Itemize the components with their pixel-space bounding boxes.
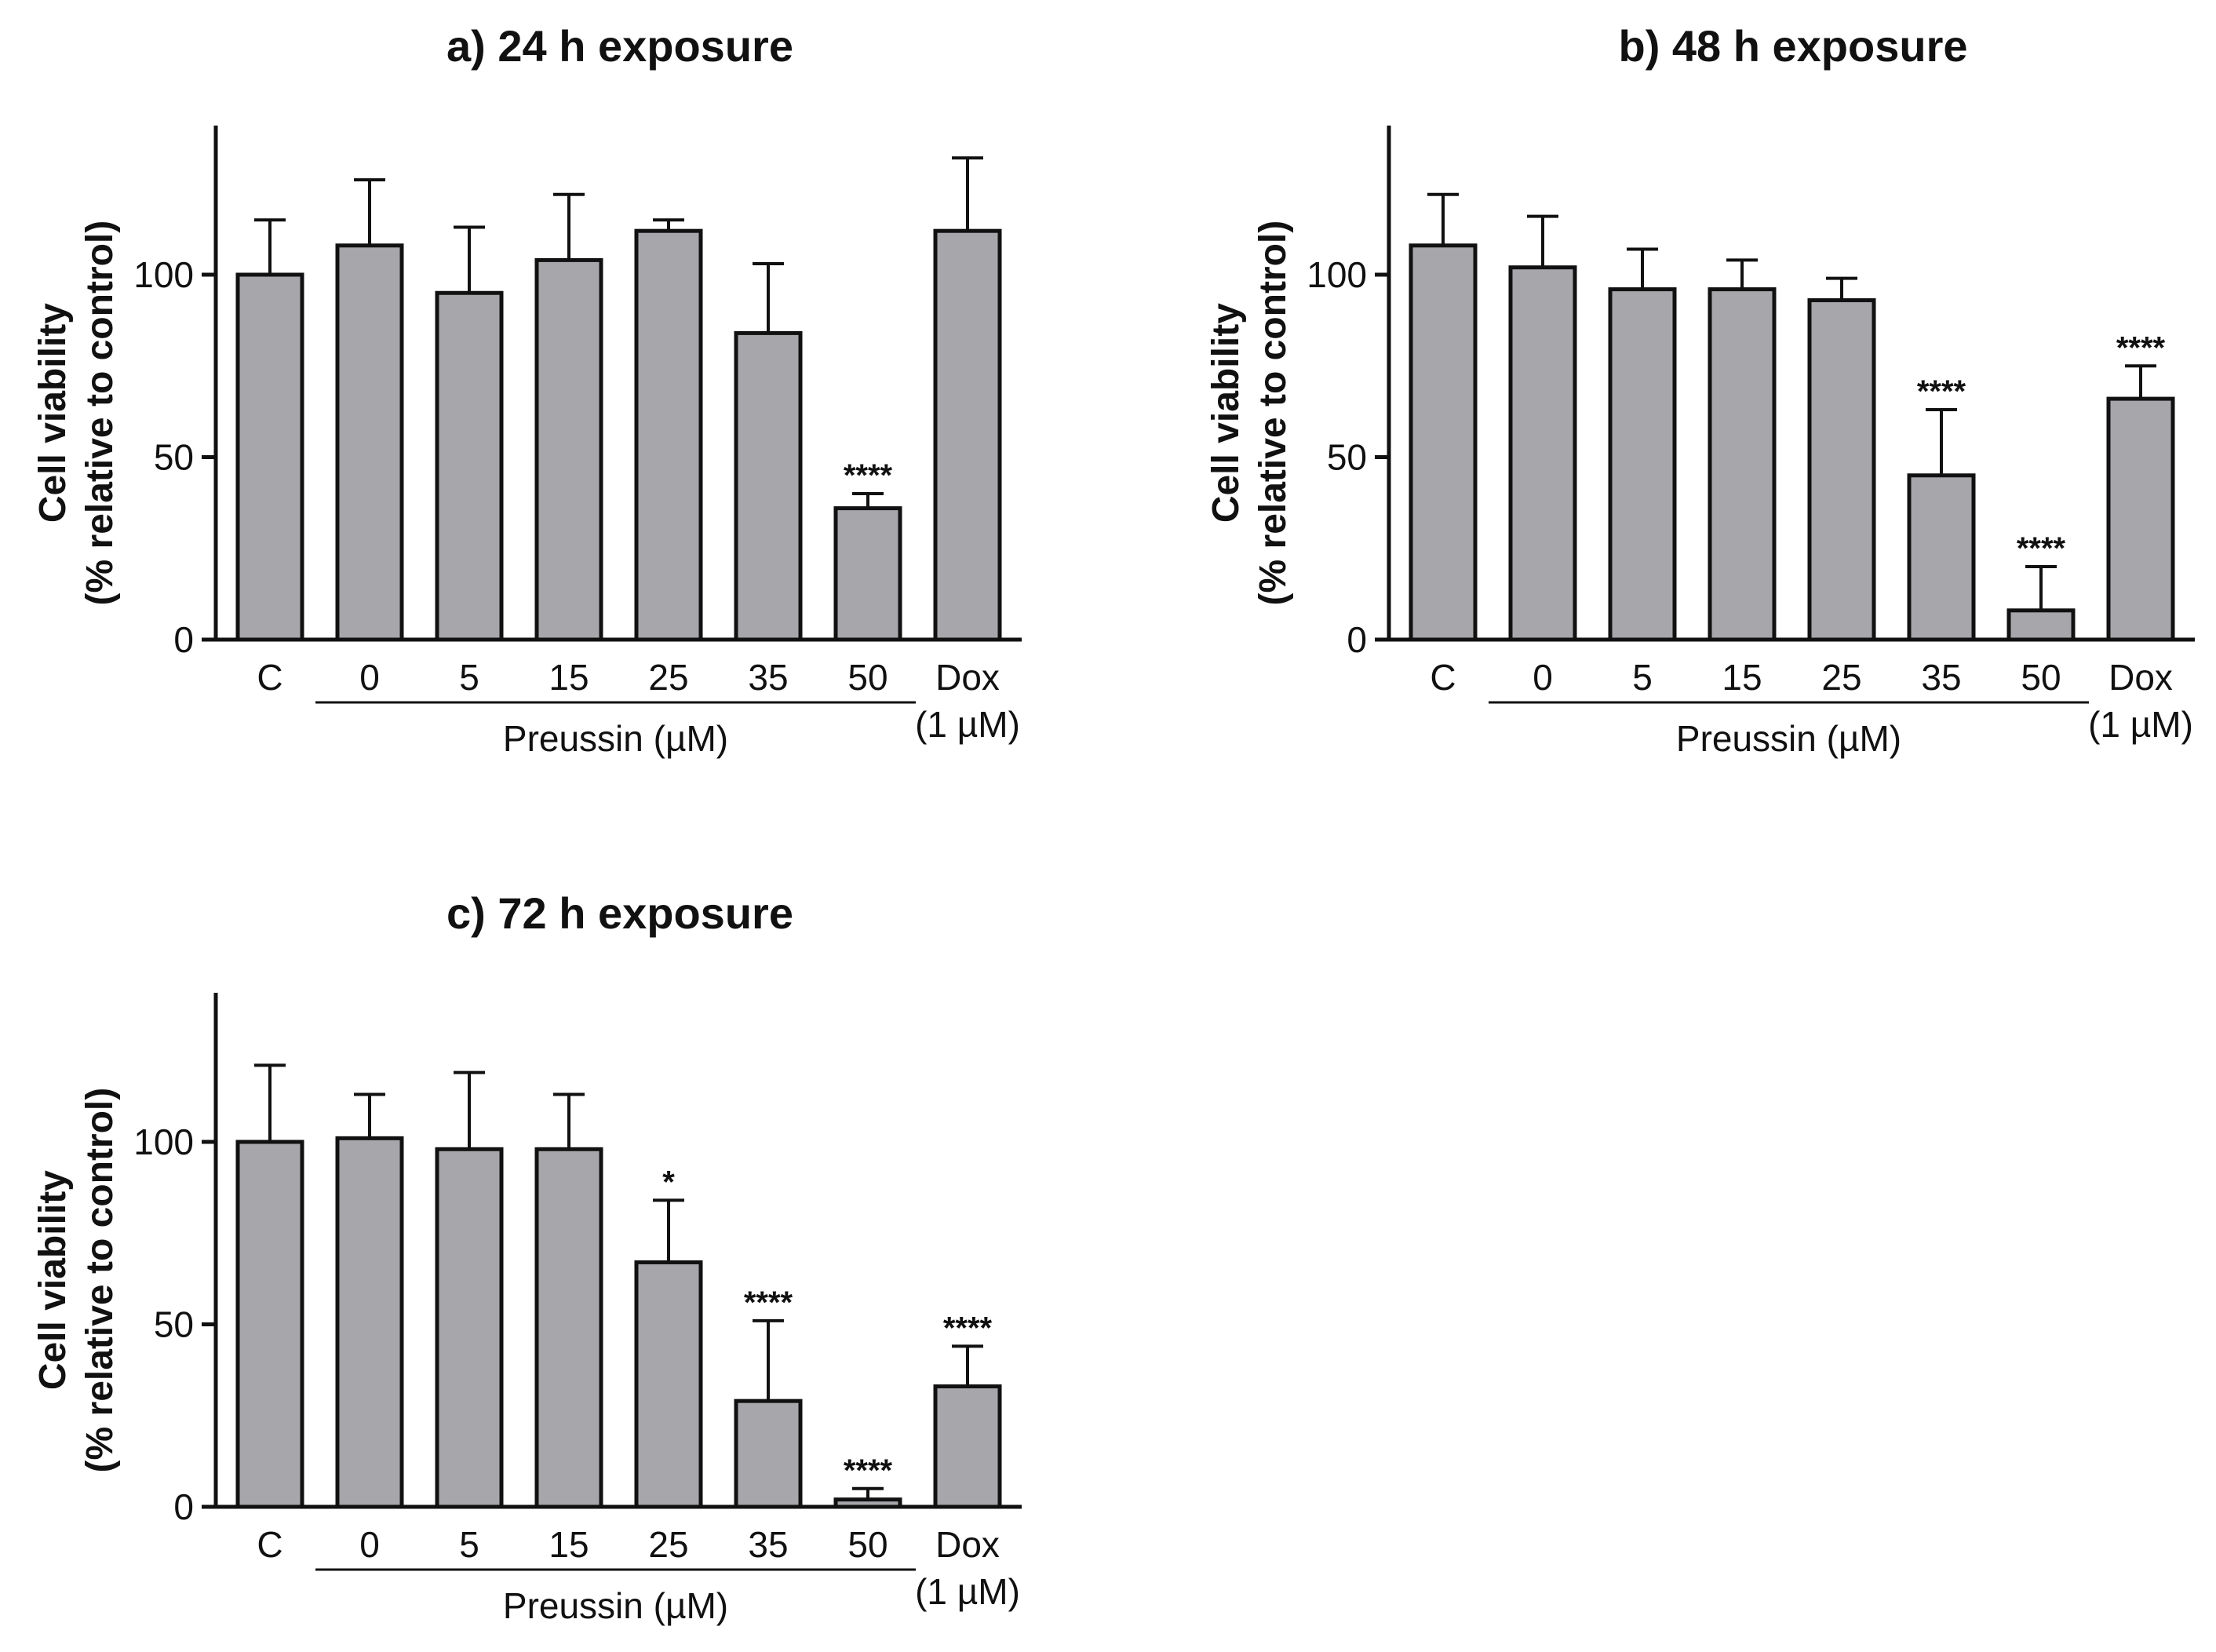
y-axis-label-line1: Cell viability <box>1205 303 1247 523</box>
bar <box>534 1147 603 1509</box>
bar <box>1807 298 1876 642</box>
x-tick-label: 5 <box>459 657 479 698</box>
bar <box>2006 608 2076 642</box>
bar <box>435 290 504 642</box>
x-tick-label: 0 <box>1533 657 1553 698</box>
x-tick-label: 5 <box>459 1524 479 1565</box>
chart-title: c) 72 h exposure <box>446 888 793 938</box>
significance-label: **** <box>2017 531 2066 566</box>
significance-label: **** <box>943 1311 993 1345</box>
bar <box>335 243 404 642</box>
significance-label: **** <box>844 1453 893 1488</box>
y-tick-label: 0 <box>173 619 194 660</box>
bar <box>2106 396 2175 642</box>
x-tick-label: 0 <box>359 1524 380 1565</box>
x-tick-label: 25 <box>648 1524 688 1565</box>
bar <box>634 228 703 642</box>
y-axis-label-line2: (% relative to control) <box>1252 221 1294 606</box>
x-tick-label: Dox <box>935 1524 1000 1565</box>
dox-sublabel: (1 µM) <box>2088 704 2193 745</box>
y-axis-label-line2: (% relative to control) <box>79 221 121 606</box>
y-tick-label: 50 <box>1327 437 1367 478</box>
x-tick-label: Dox <box>2108 657 2173 698</box>
bar <box>1409 243 1478 642</box>
bar <box>235 272 304 642</box>
bar <box>734 1399 803 1509</box>
bar <box>1508 265 1577 642</box>
bar <box>1907 473 1976 642</box>
x-tick-label: 35 <box>748 1524 788 1565</box>
bar <box>235 1140 304 1509</box>
group-label: Preussin (µM) <box>503 1585 728 1626</box>
significance-label: **** <box>1917 374 1966 409</box>
bar <box>1608 287 1677 642</box>
x-tick-label: 15 <box>549 657 589 698</box>
group-label: Preussin (µM) <box>1676 718 1901 759</box>
x-tick-label: 50 <box>847 1524 887 1565</box>
significance-label: **** <box>2116 330 2166 365</box>
bar <box>933 228 1002 642</box>
bar <box>634 1260 703 1509</box>
x-tick-label: 0 <box>359 657 380 698</box>
bar <box>335 1136 404 1509</box>
chart-svg: a) 24 h exposure Cell viability (% relativ… <box>32 21 1022 759</box>
x-tick-label: 25 <box>648 657 688 698</box>
group-label: Preussin (µM) <box>503 718 728 759</box>
bar <box>933 1384 1002 1509</box>
significance-label: **** <box>744 1285 793 1320</box>
y-tick-label: 0 <box>173 1486 194 1527</box>
chart-panel-c: c) 72 h exposure Cell viability (% relativ… <box>0 867 1099 1652</box>
x-tick-label: 35 <box>748 657 788 698</box>
y-axis-label-line2: (% relative to control) <box>79 1088 121 1473</box>
chart-title: a) 24 h exposure <box>446 21 793 71</box>
bar <box>833 506 902 642</box>
x-tick-label: 50 <box>2021 657 2061 698</box>
significance-label: **** <box>844 458 893 493</box>
bar <box>534 257 603 642</box>
dox-sublabel: (1 µM) <box>915 704 1020 745</box>
y-tick-label: 100 <box>133 254 194 295</box>
x-tick-label: C <box>257 1524 282 1565</box>
x-tick-label: 50 <box>847 657 887 698</box>
bar <box>833 1497 902 1509</box>
x-tick-label: 5 <box>1632 657 1653 698</box>
x-tick-label: Dox <box>935 657 1000 698</box>
bar <box>1708 287 1777 642</box>
y-axis-label-line1: Cell viability <box>32 1170 74 1390</box>
y-tick-label: 0 <box>1347 619 1367 660</box>
x-tick-label: 15 <box>1722 657 1762 698</box>
x-tick-label: 15 <box>549 1524 589 1565</box>
bar <box>734 330 803 642</box>
chart-title: b) 48 h exposure <box>1618 21 1967 71</box>
y-tick-label: 100 <box>133 1121 194 1162</box>
chart-svg: b) 48 h exposure Cell viability (% relativ… <box>1205 21 2195 759</box>
chart-panel-b: b) 48 h exposure Cell viability (% relativ… <box>1173 0 2216 785</box>
y-tick-label: 50 <box>154 1304 194 1345</box>
chart-panel-a: a) 24 h exposure Cell viability (% relativ… <box>0 0 1099 785</box>
x-tick-label: 25 <box>1821 657 1861 698</box>
dox-sublabel: (1 µM) <box>915 1571 1020 1612</box>
bar <box>435 1147 504 1509</box>
significance-label: * <box>662 1165 675 1199</box>
y-axis-label-line1: Cell viability <box>32 303 74 523</box>
chart-svg: c) 72 h exposure Cell viability (% relativ… <box>32 888 1022 1626</box>
x-tick-label: C <box>257 657 282 698</box>
y-tick-label: 50 <box>154 437 194 478</box>
x-tick-label: 35 <box>1921 657 1961 698</box>
x-tick-label: C <box>1430 657 1456 698</box>
y-tick-label: 100 <box>1307 254 1367 295</box>
